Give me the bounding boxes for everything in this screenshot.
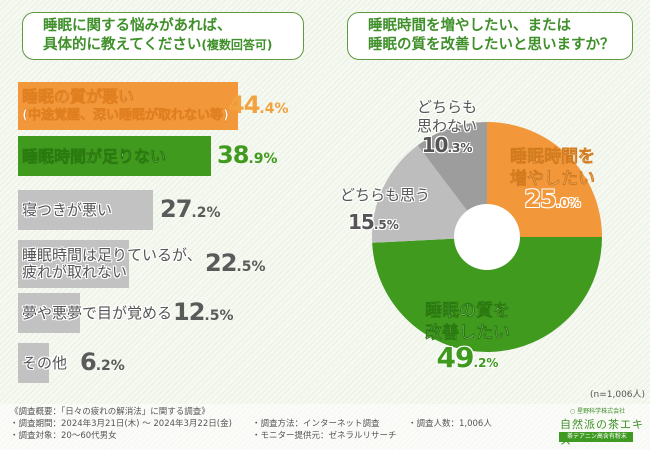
bar-value-3: 22.5% — [205, 249, 266, 277]
donut-label-1: 睡眠の質を 改善したい 49.2% — [425, 300, 511, 373]
value-dec: .9% — [248, 151, 278, 167]
left-question-box: 睡眠に関する悩みがあれば、 具体的に教えてください(複数回答可) — [22, 12, 304, 60]
bar-label-line: 睡眠時間は足りているが、 — [22, 246, 202, 264]
footer — [0, 404, 650, 450]
bar-label-line: 睡眠の質が悪い — [22, 87, 135, 107]
bar-3 — [18, 240, 129, 288]
slice-value: 25.0% — [510, 187, 595, 213]
left-question-suffix: (複数回答可) — [201, 38, 273, 52]
value-dec: .4% — [259, 101, 289, 117]
slice-label-line: どちらも — [417, 98, 478, 116]
bar-0 — [18, 82, 238, 130]
donut-slice-3 — [417, 122, 487, 237]
value-int: 44 — [228, 91, 260, 119]
bar-value-4: 12.5% — [173, 298, 234, 326]
survey-respondents: ・調査人数：1,006人 — [408, 419, 492, 429]
right-question-box: 睡眠時間を増やしたい、または 睡眠の質を改善したいと思いますか？ — [347, 12, 633, 60]
bar-label-line: 疲れが取れない — [22, 263, 128, 281]
bar-2 — [18, 190, 153, 230]
bar-label-3: 睡眠時間は足りているが、 疲れが取れない — [22, 247, 202, 281]
slice-label-line: 睡眠時間を — [510, 147, 596, 168]
bar-label-line: (中途覚醒、深い睡眠が取れない等) — [22, 108, 229, 124]
slice-label-line: 増やしたい — [510, 169, 596, 190]
bar-label-line: 寝つきが悪い — [22, 200, 113, 219]
value-int: 10 — [421, 133, 449, 157]
left-question-line1: 睡眠に関する悩みがあれば、 — [43, 18, 232, 34]
value-dec: .3% — [447, 141, 473, 155]
bar-label-1: 睡眠時間が足りない — [22, 146, 167, 166]
donut-slice-0 — [487, 122, 602, 237]
donut-label-3: どちらも 思わない 10.3% — [417, 98, 477, 158]
bar-label-line: 睡眠時間が足りない — [22, 146, 167, 166]
slice-value: 49.2% — [425, 344, 510, 373]
value-int: 25 — [524, 185, 556, 213]
logo-tagline: 茶テアニン高含有粉末 — [559, 432, 633, 442]
value-int: 22 — [205, 249, 237, 277]
bar-value-1: 38.9% — [217, 141, 278, 169]
value-int: 15 — [348, 210, 375, 234]
slice-label-line: 思わない — [417, 117, 478, 135]
bar-value-5: 6.2% — [80, 348, 125, 376]
left-question-line2: 具体的に教えてください — [43, 37, 202, 53]
left-question-line2-wrap: 具体的に教えてください(複数回答可) — [43, 36, 303, 55]
logo-company-name: 星野科学株式会社 — [577, 408, 626, 415]
value-dec: .2% — [95, 358, 125, 374]
slice-label-line: 改善したい — [425, 323, 511, 344]
bar-label-5: その他 — [22, 353, 68, 372]
value-dec: .0% — [555, 196, 581, 210]
donut-label-0: 睡眠時間を 増やしたい 25.0% — [510, 146, 596, 213]
survey-method: ・調査方法：インターネット調査 — [252, 419, 380, 429]
bar-label-0: 睡眠の質が悪い (中途覚醒、深い睡眠が取れない等) — [22, 87, 229, 125]
value-dec: .5% — [373, 218, 399, 232]
donut-hole — [454, 204, 520, 270]
right-question-line1: 睡眠時間を増やしたい、または — [368, 18, 571, 34]
value-int: 38 — [217, 141, 249, 169]
bar-label-line: 夢や悪夢で目が覚める — [22, 303, 173, 322]
sample-size-note: (n=1,006人) — [590, 390, 646, 400]
bar-1 — [18, 136, 211, 176]
bar-value-2: 27.2% — [160, 195, 221, 223]
donut-slice-2 — [372, 145, 487, 243]
value-dec: .5% — [204, 308, 234, 324]
value-int: 6 — [80, 348, 97, 376]
value-int: 49 — [436, 341, 475, 374]
slice-label-line: どちらも思う — [340, 186, 431, 204]
bar-label-4: 夢や悪夢で目が覚める — [22, 303, 173, 322]
survey-period: ・調査期間：2024年3月21日(木) ～ 2024年3月22日(金) — [10, 419, 232, 429]
value-int: 12 — [173, 298, 205, 326]
bar-label-2: 寝つきが悪い — [22, 200, 113, 219]
slice-value: 10.3% — [417, 133, 477, 158]
donut-label-2: どちらも思う 15.5% — [340, 186, 430, 235]
value-dec: .2% — [191, 205, 221, 221]
value-int: 27 — [160, 195, 192, 223]
survey-summary: 《調査概要：「日々の疲れの解消法」に関する調査》 — [10, 407, 210, 417]
bar-label-line: その他 — [22, 353, 68, 372]
survey-target: ・調査対象：20～60代男女 — [10, 431, 117, 441]
right-question-line2: 睡眠の質を改善したいと思いますか？ — [368, 37, 615, 53]
value-dec: .5% — [236, 259, 266, 275]
bar-value-0: 44.4% — [228, 91, 289, 119]
slice-label-line: 睡眠の質を — [425, 301, 511, 322]
logo-company: ○ 星野科学株式会社 — [570, 406, 625, 415]
survey-provider: ・モニター提供元：ゼネラルリサーチ — [252, 431, 397, 441]
bar-5 — [18, 343, 49, 383]
slice-value: 15.5% — [340, 210, 430, 235]
value-dec: .2% — [473, 356, 499, 370]
logo-leaf-icon: ○ — [570, 408, 578, 415]
bar-4 — [18, 293, 80, 333]
donut-slice-1 — [372, 237, 602, 352]
